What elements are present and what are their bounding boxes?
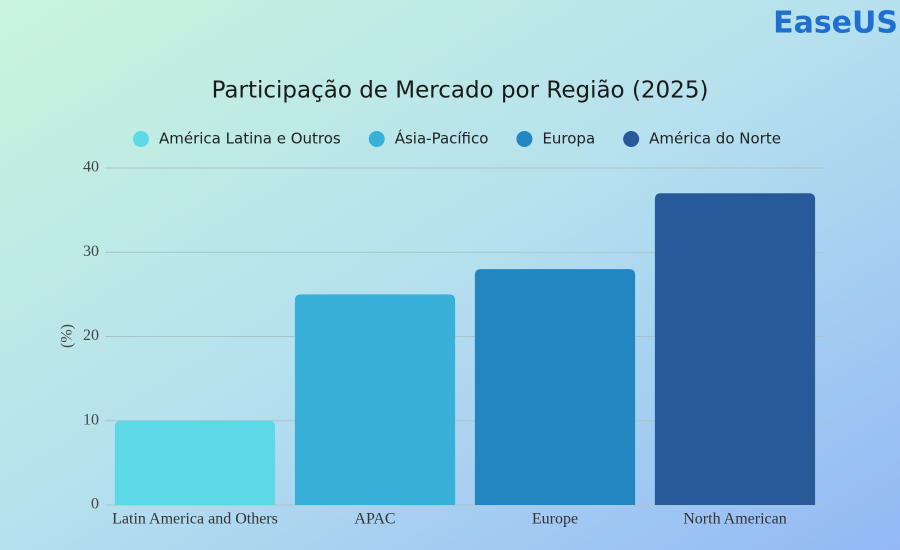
x-tick-label: Europe (532, 511, 578, 528)
bar (474, 269, 636, 505)
x-tick-label: APAC (354, 511, 395, 528)
y-axis-label: (%) (59, 324, 76, 348)
y-tick-label: 30 (83, 243, 99, 260)
bar (294, 294, 456, 505)
logo: EaseUS (773, 6, 898, 41)
legend-marker (623, 131, 640, 147)
legend-label: Ásia-Pacífico (395, 129, 489, 148)
legend-marker (133, 131, 149, 147)
bar (114, 420, 276, 505)
legend-label: Europa (542, 130, 595, 148)
legend-label: América Latina e Outros (159, 130, 341, 148)
chart-title: Participação de Mercado por Região (2025… (212, 78, 709, 104)
legend-marker (516, 131, 533, 147)
y-tick-label: 10 (83, 411, 99, 428)
legend-label: América do Norte (649, 130, 781, 148)
y-tick-label: 20 (83, 327, 99, 344)
x-tick-label: Latin America and Others (112, 511, 278, 528)
bar (654, 193, 816, 505)
y-tick-label: 0 (91, 496, 99, 513)
y-tick-label: 40 (83, 159, 99, 176)
x-tick-label: North American (683, 511, 787, 528)
legend-marker (368, 131, 385, 147)
